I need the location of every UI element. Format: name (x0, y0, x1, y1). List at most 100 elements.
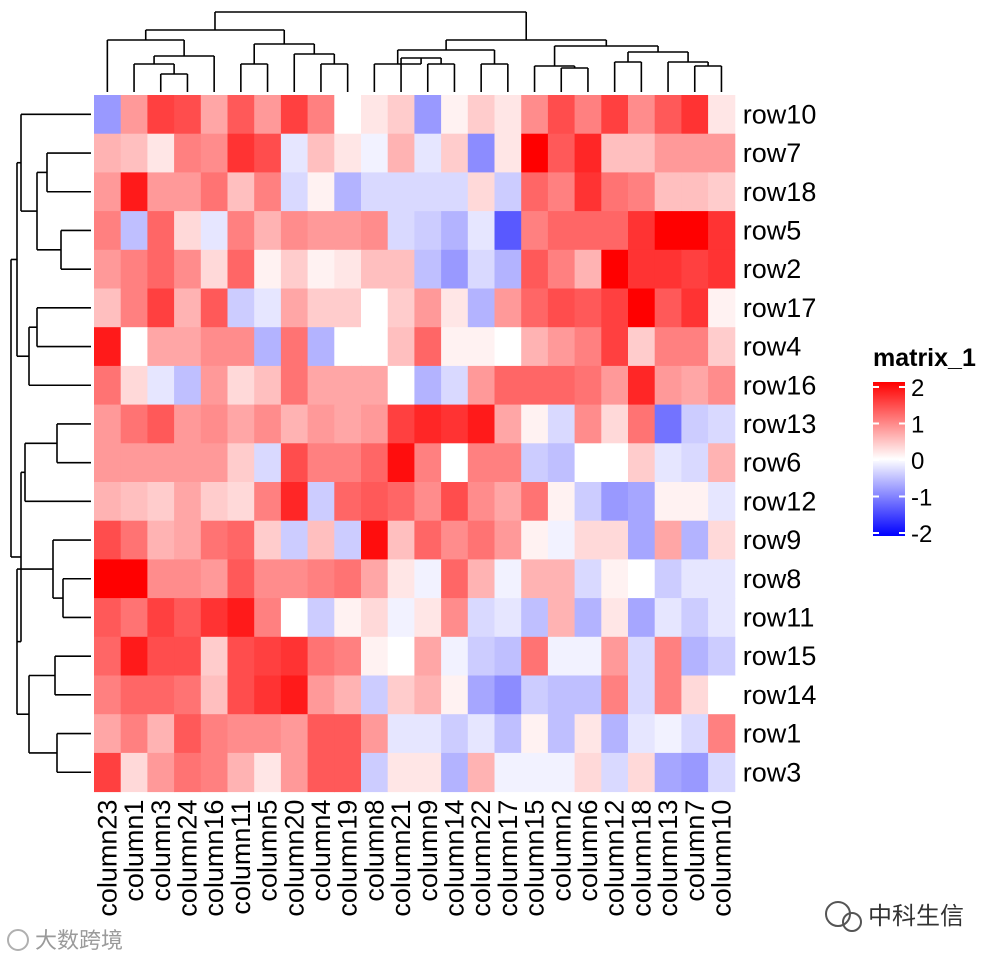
heatmap-cell (414, 443, 442, 483)
heatmap-cell (334, 636, 362, 676)
heatmap-cell (654, 327, 682, 367)
heatmap-cell (681, 520, 709, 560)
heatmap-cell (120, 404, 148, 444)
column-label: column3 (146, 800, 176, 902)
heatmap-cell (681, 752, 709, 793)
heatmap-cell (547, 288, 576, 328)
heatmap-cell (601, 636, 629, 676)
heatmap-cell (494, 95, 522, 135)
heatmap-cell (547, 404, 576, 444)
heatmap-cell (467, 327, 495, 367)
row-label: row14 (743, 680, 817, 710)
heatmap-cell (174, 482, 202, 522)
heatmap-cell (334, 598, 362, 638)
heatmap-cell (708, 520, 736, 560)
row-label: row18 (743, 177, 817, 207)
column-labels: column23column1column3column24column16co… (92, 800, 736, 917)
heatmap-cell (200, 288, 228, 328)
heatmap-cell (227, 404, 255, 444)
heatmap-cell (521, 482, 549, 522)
heatmap-cell (654, 559, 682, 599)
heatmap-cell (387, 95, 415, 135)
heatmap-cell (708, 211, 736, 251)
heatmap-cell (227, 598, 255, 638)
heatmap-cell (681, 675, 709, 715)
heatmap-cell (147, 172, 175, 212)
heatmap-cell (547, 559, 576, 599)
heatmap-cell (654, 404, 682, 444)
heatmap-cell (414, 365, 442, 406)
heatmap-cell (628, 559, 656, 599)
heatmap-cell (334, 365, 362, 406)
heatmap-cell (547, 133, 576, 173)
row-label: row2 (743, 254, 802, 284)
heatmap-cell (654, 95, 682, 135)
legend-title: matrix_1 (873, 344, 976, 372)
heatmap-cell (708, 675, 736, 715)
heatmap-cell (200, 443, 228, 483)
heatmap-cell (361, 211, 389, 251)
heatmap-cell (120, 520, 148, 560)
heatmap-cell (441, 752, 469, 793)
heatmap-cell (361, 559, 389, 599)
heatmap-cell (708, 133, 736, 173)
heatmap-cell (708, 404, 736, 444)
heatmap-cell (601, 404, 629, 444)
heatmap-cell (280, 675, 309, 715)
heatmap-cell (628, 95, 656, 135)
heatmap-cell (334, 211, 362, 251)
heatmap-cell (467, 404, 495, 444)
heatmap-cell (334, 404, 362, 444)
heatmap-cell (601, 443, 629, 483)
heatmap-cell (94, 714, 122, 754)
heatmap-cell (174, 714, 202, 754)
heatmap-cell (467, 598, 495, 638)
heatmap-cell (387, 482, 415, 522)
column-label: column2 (546, 800, 576, 902)
heatmap-cell (547, 95, 576, 135)
heatmap-cell (521, 520, 549, 560)
heatmap-cell (521, 443, 549, 483)
column-label: column13 (653, 800, 683, 917)
heatmap-cell (120, 327, 148, 367)
heatmap-cell (681, 211, 709, 251)
column-label: column5 (253, 800, 283, 902)
heatmap-cell (681, 636, 709, 676)
heatmap-cell (361, 598, 389, 638)
heatmap-cell (280, 95, 309, 135)
heatmap-cell (574, 482, 602, 522)
row-label: row10 (743, 99, 817, 129)
heatmap-cell (94, 559, 122, 599)
heatmap-cell (307, 133, 335, 173)
heatmap-cell (254, 675, 282, 715)
heatmap-cell (120, 443, 148, 483)
heatmap-cell (227, 714, 255, 754)
heatmap-cell (547, 365, 576, 406)
column-label: column7 (680, 800, 710, 902)
heatmap-cell (547, 714, 576, 754)
heatmap-cell (628, 482, 656, 522)
heatmap-cell (494, 559, 522, 599)
heatmap-cell (147, 752, 175, 793)
heatmap-cell (307, 636, 335, 676)
heatmap-cell (681, 327, 709, 367)
heatmap-cell (254, 365, 282, 406)
heatmap-cell (547, 675, 576, 715)
heatmap-cell (254, 249, 282, 289)
heatmap-cell (708, 482, 736, 522)
heatmap-cell (200, 714, 228, 754)
heatmap-cell (307, 443, 335, 483)
heatmap-cell (254, 443, 282, 483)
heatmap-cell (254, 714, 282, 754)
heatmap-cell (387, 714, 415, 754)
heatmap-cell (200, 327, 228, 367)
heatmap-cell (280, 598, 309, 638)
heatmap-cell (361, 675, 389, 715)
column-label: column18 (626, 800, 656, 917)
column-label: column20 (279, 800, 309, 917)
heatmap-cell (414, 172, 442, 212)
heatmap-cell (94, 636, 122, 676)
heatmap-cell (387, 365, 415, 406)
heatmap-cell (307, 520, 335, 560)
row-label: row6 (743, 448, 802, 478)
